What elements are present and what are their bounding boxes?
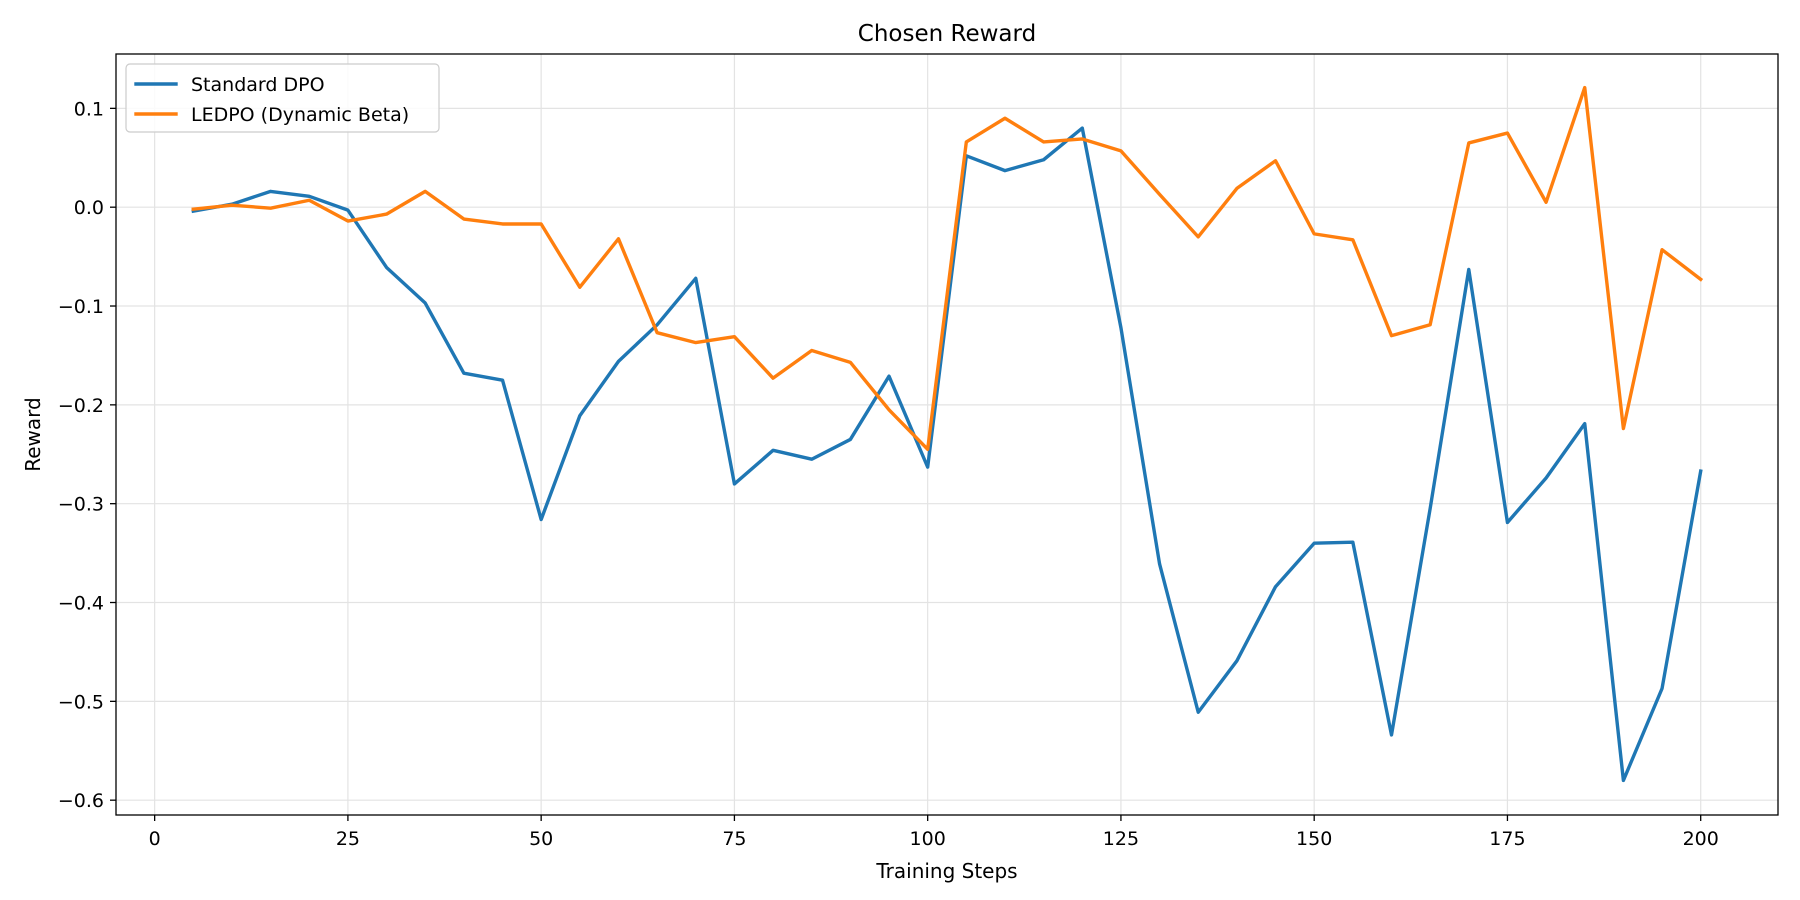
- y-tick-label: −0.3: [58, 494, 104, 516]
- legend-label-ledpo: LEDPO (Dynamic Beta): [191, 104, 409, 126]
- x-axis-label: Training Steps: [875, 859, 1017, 883]
- x-tick-label: 200: [1683, 828, 1719, 850]
- y-tick-label: −0.2: [58, 395, 104, 417]
- y-tick-label: −0.1: [58, 296, 104, 318]
- y-tick-label: 0.1: [74, 98, 104, 120]
- legend-box: [125, 63, 440, 133]
- x-tick-label: 0: [149, 828, 161, 850]
- x-tick-label: 175: [1489, 828, 1525, 850]
- grid: [116, 54, 1778, 815]
- x-tick-label: 25: [336, 828, 360, 850]
- y-tick-label: −0.5: [58, 691, 104, 713]
- legend: Standard DPO LEDPO (Dynamic Beta): [125, 63, 440, 133]
- series-lines: [191, 85, 1704, 783]
- y-axis-label: Reward: [21, 397, 45, 471]
- series-line-0: [191, 126, 1703, 783]
- y-tick-label: −0.4: [58, 593, 104, 615]
- x-tick-label: 50: [529, 828, 553, 850]
- x-tick-label: 150: [1296, 828, 1332, 850]
- plot-frame: [115, 53, 1779, 816]
- legend-label-standard-dpo: Standard DPO: [191, 74, 325, 96]
- y-tick-label: −0.6: [58, 790, 104, 812]
- x-tick-label: 100: [910, 828, 946, 850]
- x-tick-label: 75: [722, 828, 746, 850]
- x-tick-label: 125: [1103, 828, 1139, 850]
- axis-ticks: 0 25 50 75 100 125 150 175 200 0.1 0.0 −0.1 −0.2 −0.3…: [58, 98, 1719, 850]
- y-tick-label: 0.0: [74, 197, 104, 219]
- series-line-1: [191, 85, 1704, 452]
- chart-title: Chosen Reward: [858, 21, 1036, 47]
